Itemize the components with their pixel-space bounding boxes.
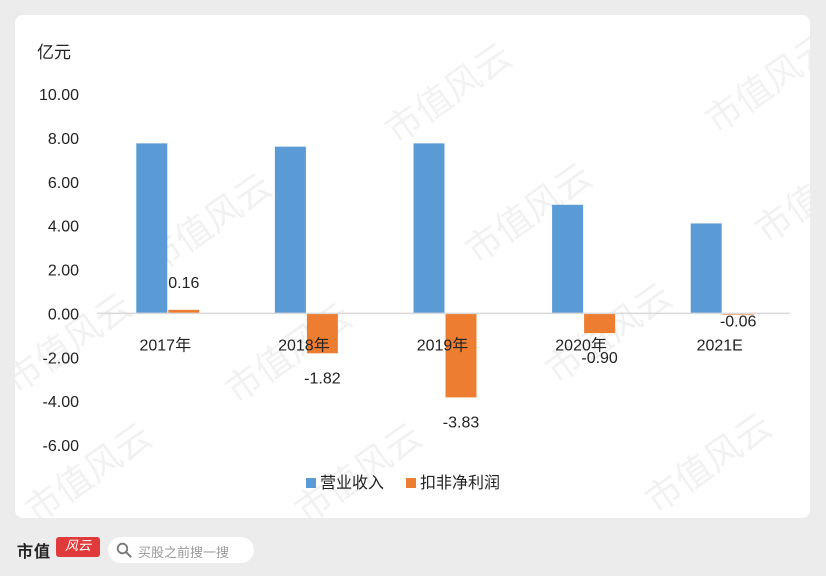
x-tick-label: 2018年 [278, 336, 330, 354]
legend-label: 扣非净利润 [420, 474, 500, 492]
x-tick-label: 2021E [697, 337, 743, 354]
legend-swatch [406, 478, 416, 488]
legend-label: 营业收入 [320, 474, 384, 492]
x-tick-label: 2019年 [417, 336, 469, 354]
search-icon [116, 542, 132, 558]
brand-name: 市值 [17, 542, 52, 561]
unit-label: 亿元 [37, 43, 71, 62]
revenue-bar [413, 143, 445, 314]
data-label: -0.06 [720, 313, 757, 330]
data-label: 0.16 [168, 275, 199, 292]
bar-chart: 亿元 10.00 8.00 6.00 4.00 2.00 0.00 -2.00 -4.00 -6.… [37, 43, 790, 492]
y-tick-label: -2.00 [43, 350, 80, 367]
search-placeholder: 买股之前搜一搜 [138, 546, 230, 561]
y-tick-label: 10.00 [39, 87, 79, 104]
y-tick-label: -6.00 [43, 438, 80, 455]
y-tick-label: 2.00 [48, 263, 79, 280]
revenue-bar [274, 146, 306, 314]
profit-bar [168, 309, 200, 314]
revenue-bar [552, 204, 584, 314]
revenue-bar [690, 223, 722, 314]
search-box[interactable]: 买股之前搜一搜 [108, 537, 254, 563]
y-tick-label: 8.00 [48, 131, 79, 148]
profit-bar [306, 313, 338, 354]
y-tick-label: -4.00 [43, 394, 80, 411]
profit-bar [584, 313, 616, 334]
profit-bar [445, 313, 477, 398]
data-label: -0.90 [581, 350, 618, 367]
y-tick-label: 0.00 [48, 306, 79, 323]
y-tick-label: 6.00 [48, 175, 79, 192]
y-tick-label: 4.00 [48, 219, 79, 236]
chart-card: 市值风云 市值风云 市值风云 市值风云 市值风云 市值风云 市值风云 市值风云 … [15, 15, 810, 518]
brand-logo: 风云 [56, 537, 100, 557]
data-label: -3.83 [443, 414, 480, 431]
data-label: -1.82 [304, 370, 341, 387]
footer-bar: 市值 风云 买股之前搜一搜 [0, 528, 826, 576]
legend-swatch [306, 478, 316, 488]
revenue-bar [136, 143, 168, 314]
x-tick-label: 2017年 [139, 336, 191, 354]
x-tick-label: 2020年 [555, 336, 607, 354]
